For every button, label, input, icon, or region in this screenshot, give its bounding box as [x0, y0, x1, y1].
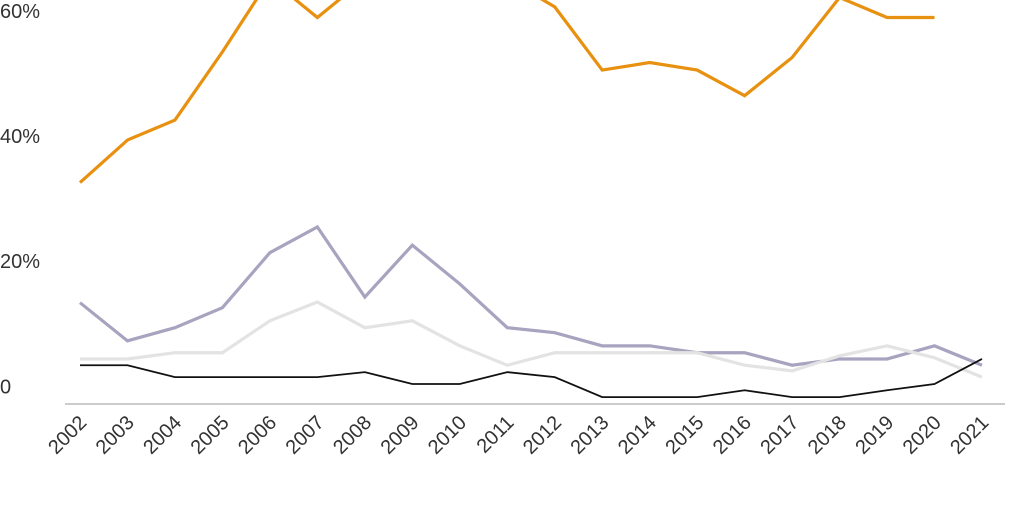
y-tick-label: 0 — [0, 376, 11, 398]
series-line — [78, 0, 935, 184]
x-tick-label: 2013 — [566, 412, 613, 459]
x-tick-label: 2010 — [424, 412, 471, 459]
series-line — [80, 358, 983, 399]
y-tick-label: 40% — [0, 126, 40, 148]
x-tick-label: 2006 — [234, 412, 281, 459]
x-tick-label: 2016 — [709, 412, 756, 459]
x-tick-label: 2018 — [804, 412, 851, 459]
x-tick-label: 2003 — [92, 412, 139, 459]
x-tick-label: 2011 — [473, 412, 519, 458]
x-tick-label: 2012 — [519, 412, 566, 459]
x-tick-label: 2019 — [851, 412, 898, 459]
x-tick-label: 2021 — [946, 412, 993, 459]
x-tick-label: 2014 — [614, 412, 661, 459]
series-line — [80, 300, 983, 379]
x-tick-label: 2002 — [44, 412, 91, 459]
y-tick-label: 20% — [0, 251, 40, 273]
x-tick-label: 2004 — [139, 412, 186, 459]
x-tick-label: 2020 — [899, 412, 946, 459]
x-tick-label: 2007 — [282, 412, 329, 459]
series-line — [78, 224, 983, 367]
y-tick-label: 60% — [0, 1, 40, 23]
x-tick-label: 2009 — [377, 412, 424, 459]
x-tick-label: 2008 — [329, 412, 376, 459]
x-tick-label: 2017 — [756, 412, 803, 459]
x-tick-label: 2005 — [187, 412, 234, 459]
x-tick-label: 2015 — [661, 412, 708, 459]
